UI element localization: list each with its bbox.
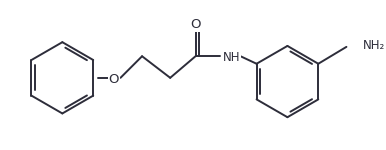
Text: NH₂: NH₂: [363, 39, 386, 52]
Text: O: O: [190, 18, 201, 31]
Text: O: O: [109, 73, 119, 86]
Text: NH: NH: [222, 51, 240, 64]
